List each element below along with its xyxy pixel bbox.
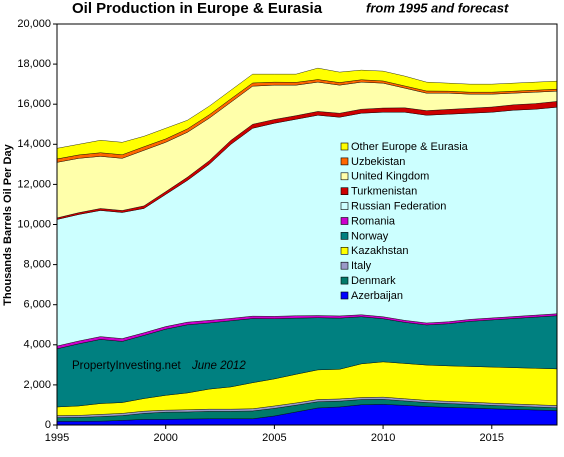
y-tick-label: 8,000 [23,259,51,271]
legend-label: Azerbaijan [351,290,403,302]
y-tick-label: 18,000 [17,58,51,70]
legend-swatch [340,142,349,151]
legend-swatch [340,202,349,210]
legend-swatch [340,247,349,255]
y-tick-label: 14,000 [17,138,51,150]
annotation-date: June 2012 [191,360,246,372]
legend-swatch [340,261,349,270]
legend-swatch [340,276,349,285]
legend-label: Norway [351,230,389,242]
legend-label: Other Europe & Eurasia [351,141,469,153]
legend-label: Turkmenistan [351,186,417,198]
legend-label: United Kingdom [351,171,429,183]
legend-swatch [340,217,349,225]
y-tick-label: 20,000 [17,18,51,30]
y-tick-label: 16,000 [17,98,51,110]
legend-label: Uzbekistan [351,156,405,168]
legend-label: Kazakhstan [351,245,408,257]
legend-label: Russian Federation [351,201,446,213]
x-tick-label: 2005 [262,432,286,444]
chart-title: Oil Production in Europe & Eurasia [72,0,323,17]
y-axis-label: Thousands Barrels Oil Per Day [2,143,14,305]
legend-swatch [340,157,349,166]
y-tick-label: 10,000 [17,218,51,230]
legend-swatch [340,172,349,181]
legend-swatch [340,291,349,300]
x-tick-label: 1995 [45,432,69,444]
x-tick-label: 2010 [371,432,395,444]
x-tick-label: 2000 [153,432,177,444]
legend-label: Denmark [351,275,396,287]
chart-subtitle: from 1995 and forecast [366,0,509,15]
annotation: PropertyInvesting.net [72,360,181,372]
y-tick-label: 2,000 [23,379,51,391]
legend-swatch [340,232,349,240]
y-tick-label: 0 [45,419,51,431]
x-tick-label: 2015 [480,432,504,444]
legend-swatch [340,187,349,195]
y-tick-label: 6,000 [23,299,51,311]
y-tick-label: 12,000 [17,178,51,190]
legend-label: Italy [351,260,372,272]
legend-label: Romania [351,215,396,227]
y-tick-label: 4,000 [23,339,51,351]
